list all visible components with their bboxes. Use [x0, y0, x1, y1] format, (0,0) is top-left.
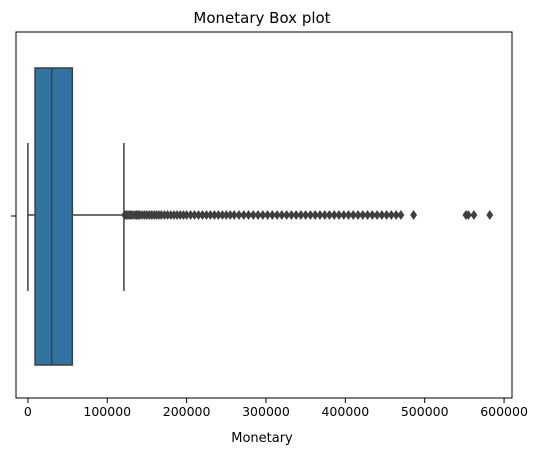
x-tick-label: 100000	[83, 404, 131, 419]
plot-area	[28, 68, 493, 365]
outlier-point	[398, 210, 404, 219]
outlier-point	[471, 210, 477, 219]
chart-title: Monetary Box plot	[193, 9, 330, 27]
x-tick-label: 500000	[401, 404, 449, 419]
x-axis: 0 100000 200000 300000 400000 500000 600000	[24, 398, 528, 419]
x-tick-label: 300000	[242, 404, 290, 419]
x-tick-label: 400000	[321, 404, 369, 419]
x-tick-label: 0	[24, 404, 32, 419]
x-axis-label: Monetary	[231, 431, 293, 446]
outlier-point	[487, 210, 493, 219]
iqr-box	[35, 68, 72, 365]
x-tick-label: 600000	[480, 404, 528, 419]
x-tick-label: 200000	[163, 404, 211, 419]
outlier-point	[410, 210, 416, 219]
